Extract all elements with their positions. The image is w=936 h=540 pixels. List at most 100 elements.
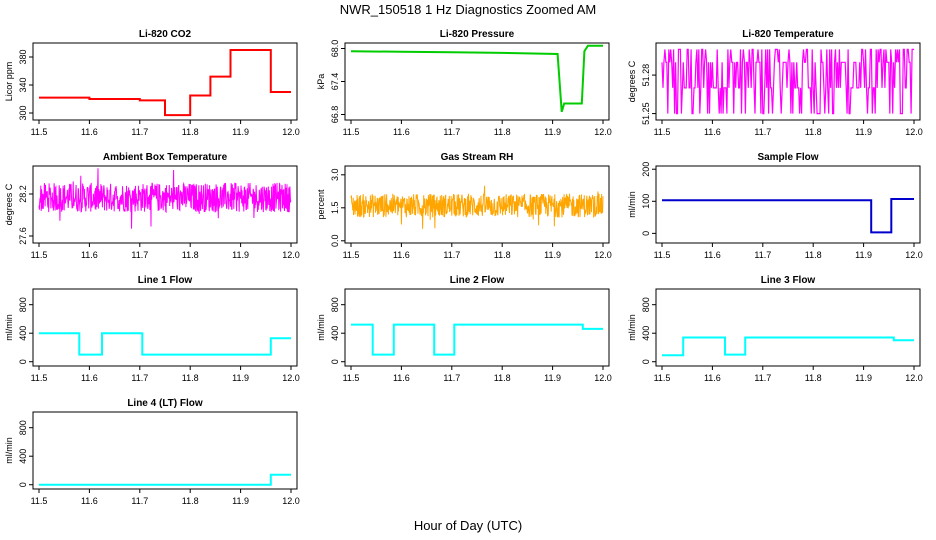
x-tick-label: 11.6 [704, 127, 721, 137]
y-tick-label: 400 [18, 326, 28, 341]
series-line [350, 44, 603, 113]
y-axis-label: ml/min [627, 191, 637, 218]
series-line [661, 48, 914, 115]
x-tick-label: 11.9 [232, 127, 249, 137]
panel-title: Line 2 Flow [450, 275, 505, 286]
x-tick-label: 11.5 [31, 373, 48, 383]
x-tick-label: 12.0 [282, 127, 300, 137]
plot-frame [655, 42, 921, 121]
panel-title: Ambient Box Temperature [103, 152, 228, 163]
figure-title: NWR_150518 1 Hz Diagnostics Zoomed AM [339, 2, 597, 17]
y-tick-label: 800 [330, 297, 340, 312]
x-tick-label: 11.9 [855, 250, 872, 260]
series-line [662, 336, 914, 357]
panel-line2: Line 2 Flow ml/min 11.5 11.6 11.7 11.8 11.9 12.… [316, 275, 612, 383]
x-tick-label: 11.7 [754, 250, 771, 260]
y-tick-label: 28.2 [18, 185, 28, 203]
y-tick-label: 0 [641, 359, 651, 364]
x-tick-label: 12.0 [594, 373, 612, 383]
plot-frame [655, 165, 921, 244]
x-tick-label: 11.6 [81, 373, 98, 383]
panel-title: Line 4 (LT) Flow [127, 398, 203, 409]
plot-frame [344, 288, 610, 367]
plot-frame [32, 165, 298, 244]
series-group [662, 198, 914, 234]
panel-li_temp: Li-820 Temperature degrees C 11.5 11.6 11.7 1… [627, 29, 923, 137]
x-tick-label: 12.0 [282, 250, 300, 260]
panel-line1: Line 1 Flow ml/min 11.5 11.6 11.7 11.8 11.9 12.… [4, 275, 300, 383]
y-axis-label: ml/min [627, 314, 637, 341]
series-line [39, 332, 291, 356]
x-tick-label: 11.5 [343, 373, 360, 383]
y-tick-label: 800 [18, 297, 28, 312]
panel-line4: Line 4 (LT) Flow ml/min 11.5 11.6 11.7 11.8 11… [4, 398, 300, 506]
plot-frame [344, 165, 610, 244]
series-group [662, 336, 914, 357]
panel-rh: Gas Stream RH percent 11.5 11.6 11.7 11.8 11.9… [316, 152, 612, 260]
x-tick-label: 11.5 [343, 127, 360, 137]
x-tick-label: 12.0 [905, 127, 923, 137]
series-group [350, 185, 604, 229]
x-tick-label: 11.8 [805, 127, 822, 137]
y-tick-label: 1.5 [330, 202, 340, 215]
x-tick-label: 11.9 [232, 496, 249, 506]
series-group [39, 473, 291, 486]
panel-title: Sample Flow [757, 152, 818, 163]
series-line [351, 323, 603, 356]
x-tick-label: 11.6 [81, 496, 98, 506]
panel-co2: Li-820 CO2 Licor ppm 11.5 11.6 11.7 11.8 11.9 1… [4, 29, 300, 137]
y-axis-label: kPa [316, 74, 326, 90]
x-tick-label: 11.9 [232, 250, 249, 260]
y-tick-label: 51.28 [641, 64, 651, 87]
y-tick-label: 0 [330, 359, 340, 364]
x-tick-label: 11.8 [494, 373, 511, 383]
x-tick-label: 11.8 [182, 373, 199, 383]
y-tick-label: 0 [18, 482, 28, 487]
x-tick-label: 11.9 [855, 127, 872, 137]
y-tick-label: 0 [641, 231, 651, 236]
plot-frame [32, 411, 298, 490]
series-group [350, 44, 603, 113]
x-tick-label: 11.5 [654, 127, 671, 137]
y-tick-label: 400 [18, 449, 28, 464]
panel-sample_flow: Sample Flow ml/min 11.5 11.6 11.7 11.8 11.9 12.… [627, 152, 923, 260]
panel-title: Gas Stream RH [441, 152, 514, 163]
plot-frame [32, 42, 298, 121]
x-tick-label: 11.7 [754, 373, 771, 383]
x-tick-label: 11.7 [131, 373, 148, 383]
y-tick-label: 200 [641, 162, 651, 177]
panel-box_temp: Ambient Box Temperature degrees C 11.5 11.6… [4, 152, 300, 260]
y-tick-label: 66.8 [330, 106, 340, 124]
series-group [661, 48, 914, 115]
y-axis-label: Licor ppm [4, 62, 14, 102]
x-tick-label: 11.9 [232, 373, 249, 383]
y-tick-label: 400 [641, 326, 651, 341]
x-tick-label: 12.0 [594, 127, 612, 137]
x-tick-label: 11.6 [393, 127, 410, 137]
y-tick-label: 800 [18, 420, 28, 435]
series-group [39, 332, 291, 356]
x-tick-label: 12.0 [282, 373, 300, 383]
x-tick-label: 12.0 [594, 250, 612, 260]
y-tick-label: 51.25 [641, 102, 651, 125]
panel-title: Li-820 CO2 [139, 29, 192, 40]
y-axis-label: degrees C [4, 183, 14, 225]
x-tick-label: 11.5 [31, 250, 48, 260]
series-line [38, 168, 292, 229]
panel-pressure: Li-820 Pressure kPa 11.5 11.6 11.7 11.8 11.9 12… [316, 29, 612, 137]
x-tick-label: 11.6 [704, 250, 721, 260]
x-tick-label: 11.5 [343, 250, 360, 260]
y-tick-label: 27.6 [18, 227, 28, 245]
series-line [39, 49, 291, 117]
x-tick-label: 11.7 [443, 373, 460, 383]
x-tick-label: 11.7 [131, 496, 148, 506]
x-tick-label: 11.8 [182, 496, 199, 506]
plot-frame [32, 288, 298, 367]
x-tick-label: 11.9 [544, 250, 561, 260]
y-tick-label: 380 [18, 49, 28, 64]
x-tick-label: 11.7 [131, 127, 148, 137]
x-tick-label: 11.8 [805, 250, 822, 260]
x-tick-label: 11.8 [182, 250, 199, 260]
series-group [39, 49, 291, 117]
